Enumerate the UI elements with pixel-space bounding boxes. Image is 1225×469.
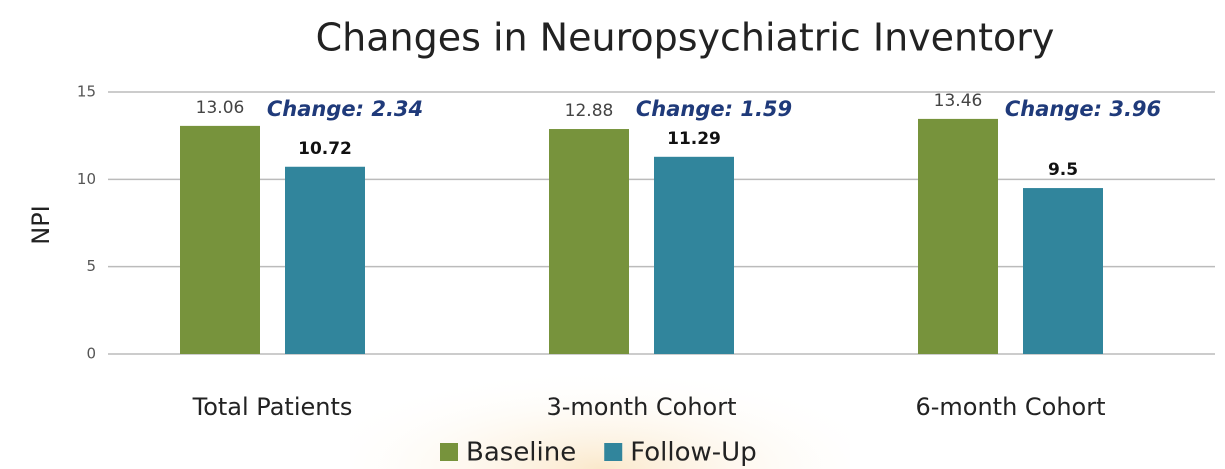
chart-title: Changes in Neuropsychiatric Inventory xyxy=(316,16,1055,60)
data-label: 9.5 xyxy=(1048,160,1078,180)
legend-swatch xyxy=(440,443,458,461)
x-tick-label: Total Patients xyxy=(192,393,353,421)
data-label: 13.46 xyxy=(934,91,983,111)
legend-label: Baseline xyxy=(466,438,576,468)
y-axis-label: NPI xyxy=(27,205,55,245)
bar xyxy=(918,118,998,354)
data-label: 10.72 xyxy=(298,139,352,159)
annotation: Change: 1.59 xyxy=(636,97,792,121)
x-tick-label: 3-month Cohort xyxy=(546,393,736,421)
annotation: Change: 2.34 xyxy=(267,97,423,121)
data-label: 12.88 xyxy=(565,101,614,121)
x-tick-label: 6-month Cohort xyxy=(915,393,1105,421)
y-tick-label: 15 xyxy=(77,83,96,101)
annotation: Change: 3.96 xyxy=(1005,97,1161,121)
y-tick-label: 0 xyxy=(86,345,96,363)
data-label: 13.06 xyxy=(196,98,245,118)
data-label: 11.29 xyxy=(667,129,721,149)
y-tick-label: 5 xyxy=(86,257,96,275)
bar xyxy=(654,156,734,354)
legend-label: Follow-Up xyxy=(630,438,756,468)
y-tick-label: 10 xyxy=(77,170,96,188)
bar xyxy=(549,129,629,354)
bar xyxy=(285,166,365,354)
bar xyxy=(1023,188,1103,354)
bar xyxy=(180,125,260,354)
legend-swatch xyxy=(604,443,623,461)
